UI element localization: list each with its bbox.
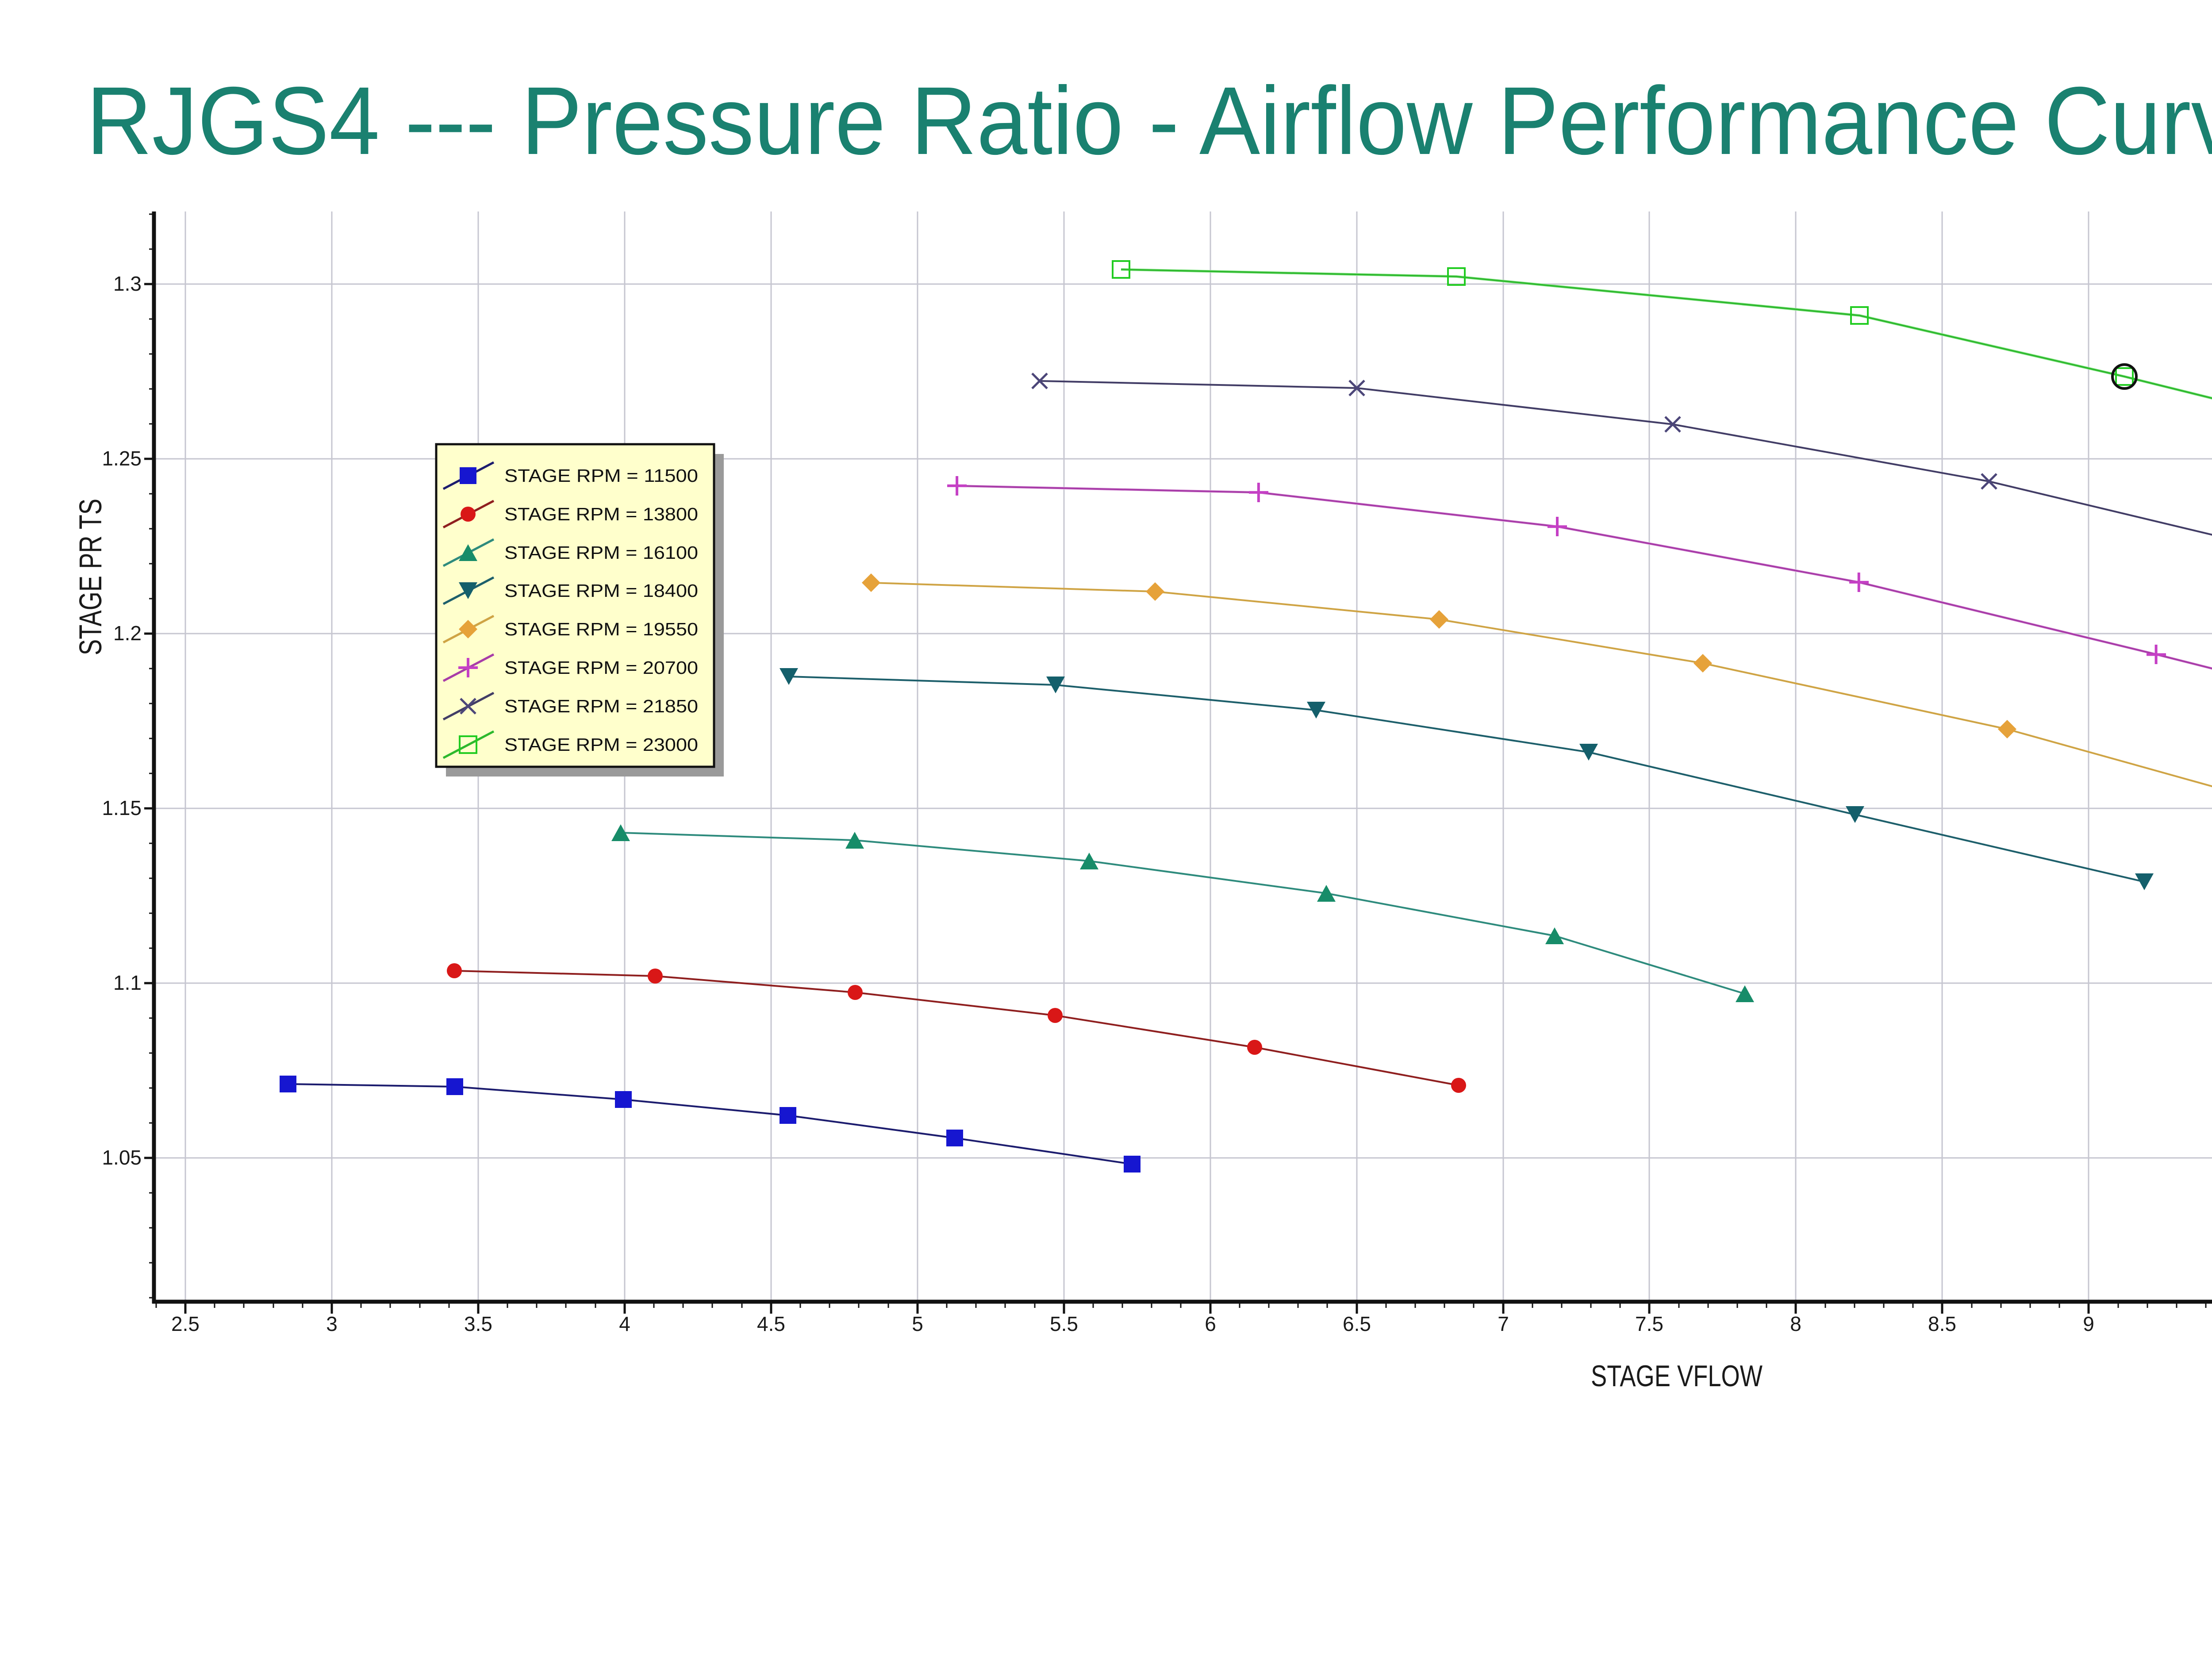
svg-text:8.5: 8.5 — [1928, 1312, 1956, 1335]
svg-text:1.2: 1.2 — [113, 622, 142, 645]
svg-text:5: 5 — [912, 1312, 923, 1335]
svg-text:7: 7 — [1498, 1312, 1509, 1335]
svg-text:5.5: 5.5 — [1050, 1312, 1078, 1335]
svg-text:STAGE RPM = 18400: STAGE RPM = 18400 — [504, 581, 698, 601]
svg-text:3: 3 — [326, 1312, 338, 1335]
svg-text:1.1: 1.1 — [113, 971, 142, 994]
svg-text:STAGE RPM = 20700: STAGE RPM = 20700 — [504, 657, 698, 678]
svg-text:8: 8 — [1790, 1312, 1801, 1335]
svg-text:STAGE RPM = 11500: STAGE RPM = 11500 — [504, 465, 698, 486]
svg-text:STAGE PR TS: STAGE PR TS — [73, 499, 108, 655]
svg-text:1.25: 1.25 — [102, 447, 142, 470]
svg-text:9: 9 — [2083, 1312, 2094, 1335]
svg-text:4.5: 4.5 — [757, 1312, 785, 1335]
svg-text:6.5: 6.5 — [1343, 1312, 1371, 1335]
svg-text:STAGE RPM = 21850: STAGE RPM = 21850 — [504, 696, 698, 716]
svg-text:STAGE RPM = 16100: STAGE RPM = 16100 — [504, 542, 698, 563]
svg-text:7.5: 7.5 — [1635, 1312, 1663, 1335]
svg-text:STAGE RPM = 23000: STAGE RPM = 23000 — [504, 734, 698, 755]
svg-text:STAGE RPM = 13800: STAGE RPM = 13800 — [504, 504, 698, 524]
svg-text:1.3: 1.3 — [113, 272, 142, 295]
svg-text:4: 4 — [619, 1312, 630, 1335]
svg-text:RJGS4 --- Pressure Ratio - Air: RJGS4 --- Pressure Ratio - Airflow Perfo… — [86, 67, 2212, 175]
svg-text:6: 6 — [1205, 1312, 1216, 1335]
svg-text:1.15: 1.15 — [102, 796, 142, 819]
svg-text:2.5: 2.5 — [171, 1312, 200, 1335]
svg-text:1.05: 1.05 — [102, 1146, 142, 1169]
svg-text:STAGE VFLOW: STAGE VFLOW — [1591, 1359, 1763, 1393]
svg-text:STAGE RPM = 19550: STAGE RPM = 19550 — [504, 619, 698, 639]
svg-text:3.5: 3.5 — [464, 1312, 492, 1335]
